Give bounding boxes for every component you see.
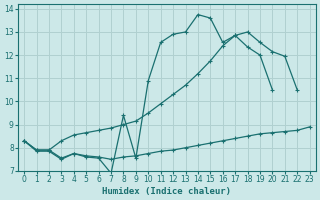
X-axis label: Humidex (Indice chaleur): Humidex (Indice chaleur) [102,187,231,196]
